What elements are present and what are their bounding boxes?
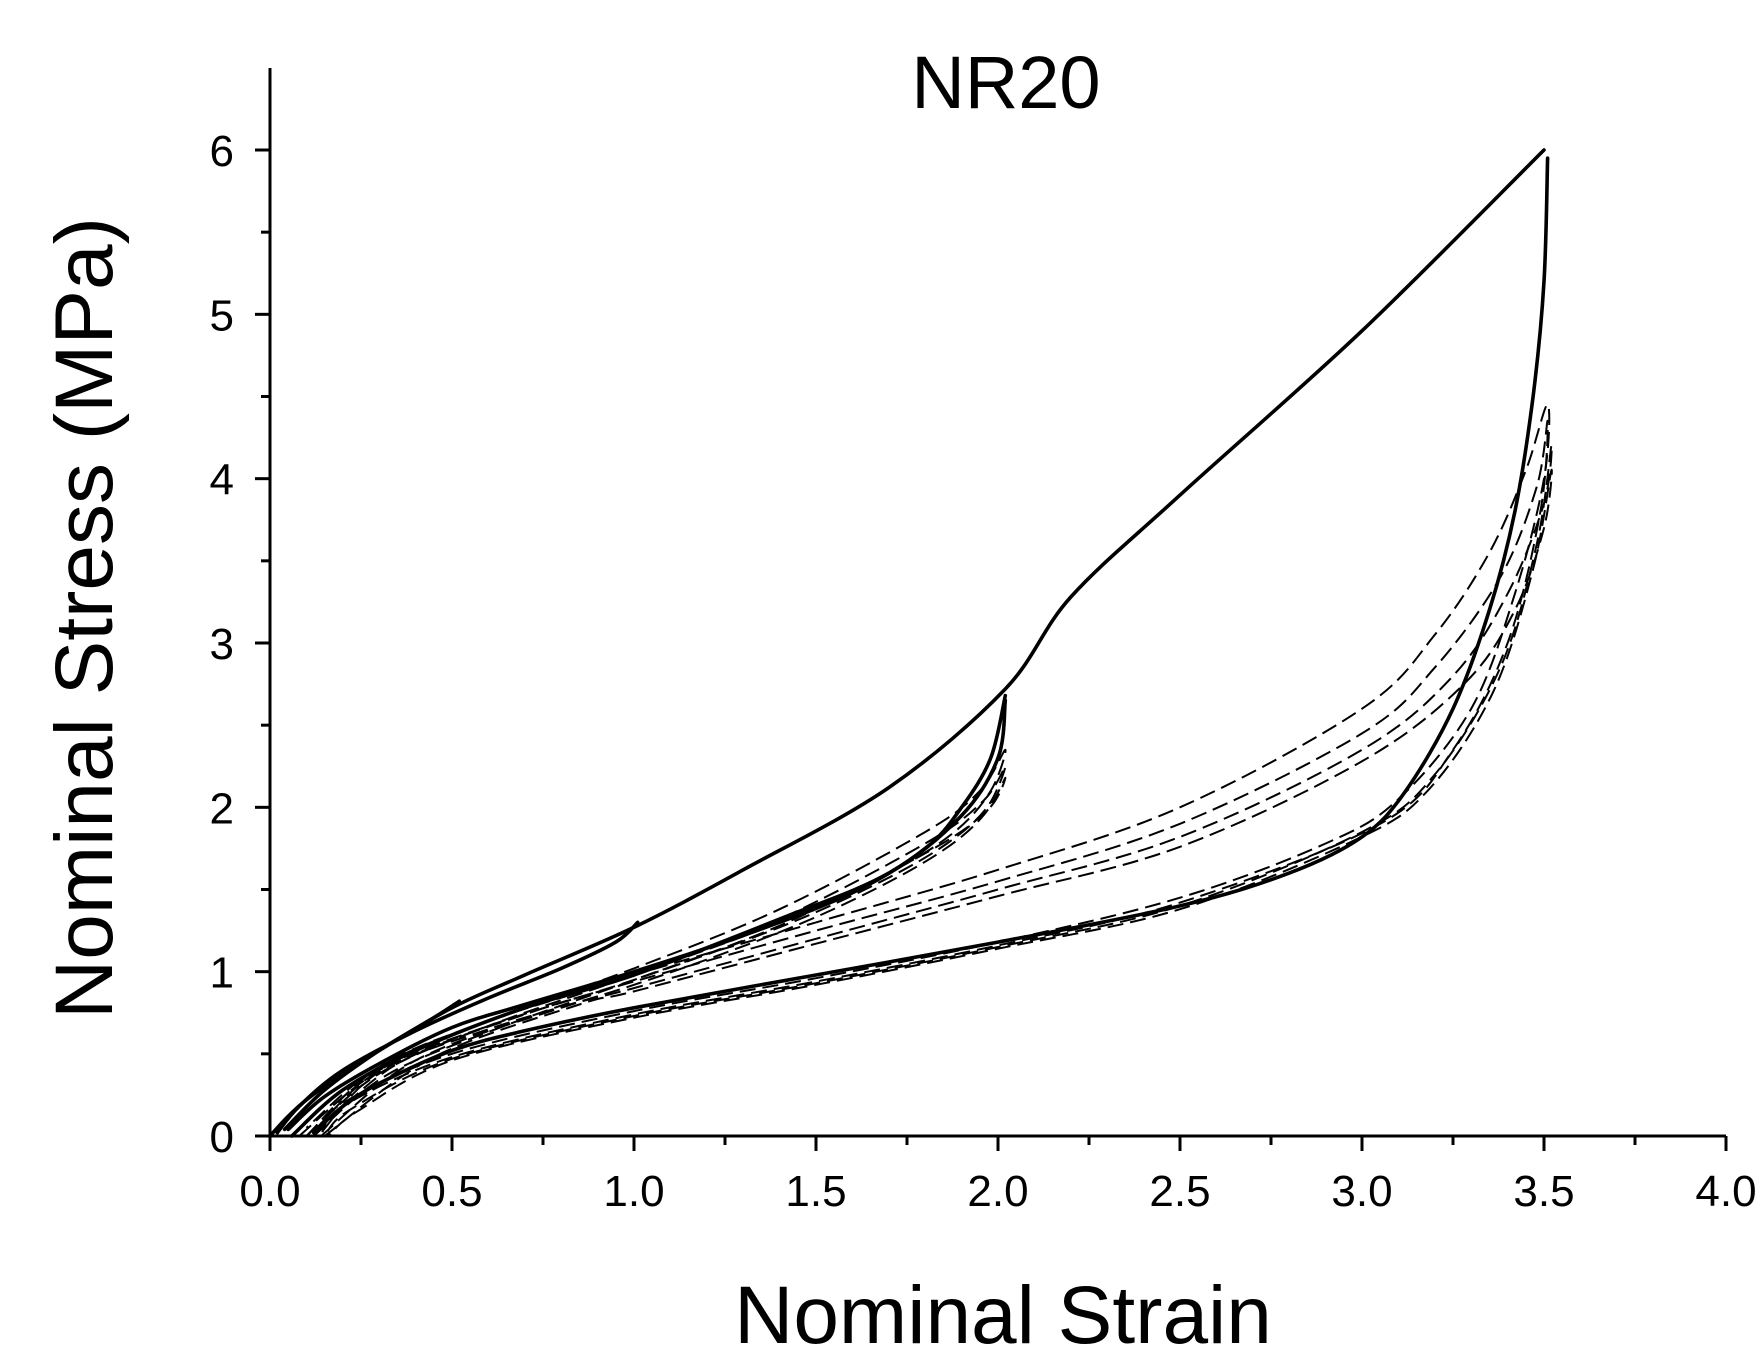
x-tick-label: 0.0 bbox=[239, 1167, 300, 1216]
x-tick-label: 1.0 bbox=[603, 1167, 664, 1216]
series-line-cycle-4-3-5 bbox=[320, 444, 1553, 1137]
series-line-second-cycle-loop-to-2-0 bbox=[290, 698, 1008, 1138]
x-tick-label: 2.5 bbox=[1149, 1167, 1210, 1216]
series-line-cycle-4-2-0 bbox=[313, 776, 1007, 1137]
series-line-cycle-2-3-5 bbox=[305, 403, 1551, 1137]
ticks-layer: 0.0 0.5 1.0 1.5 2.0 2.5 3.0 3.5 4.0 0 1 2 3 4 5 6 bbox=[210, 127, 1757, 1216]
x-tick-label: 3.0 bbox=[1331, 1167, 1392, 1216]
series-line-cycle-3-2-0 bbox=[305, 765, 1007, 1137]
x-tick-label: 0.5 bbox=[421, 1167, 482, 1216]
series-line-cycle-3-3-5 bbox=[313, 420, 1549, 1137]
y-tick-label: 5 bbox=[210, 291, 234, 340]
y-tick-label: 0 bbox=[210, 1113, 234, 1162]
series-layer bbox=[268, 148, 1553, 1138]
y-tick-label: 4 bbox=[210, 456, 234, 505]
series-line-unloading-0-5 bbox=[282, 999, 462, 1132]
y-tick-label: 2 bbox=[210, 784, 234, 833]
x-tick-label: 3.5 bbox=[1513, 1167, 1574, 1216]
chart-title: NR20 bbox=[911, 41, 1100, 124]
series-line-cycle-5-3-5 bbox=[324, 468, 1553, 1137]
y-tick-label: 3 bbox=[210, 620, 234, 669]
series-line-unloading-1-0 bbox=[275, 920, 640, 1135]
x-axis-title: Nominal Strain bbox=[734, 1270, 1272, 1361]
series-line-first-cycle-loading bbox=[268, 148, 1546, 1138]
x-tick-label: 2.0 bbox=[967, 1167, 1028, 1216]
x-tick-label: 1.5 bbox=[785, 1167, 846, 1216]
y-axis-title: Nominal Stress (MPa) bbox=[39, 217, 130, 1019]
y-tick-label: 1 bbox=[210, 949, 234, 998]
series-line-first-cycle-unloading-3-5 bbox=[311, 156, 1550, 1135]
x-tick-label: 4.0 bbox=[1695, 1167, 1756, 1216]
axes-layer bbox=[268, 68, 1726, 1138]
y-tick-label: 6 bbox=[210, 127, 234, 176]
